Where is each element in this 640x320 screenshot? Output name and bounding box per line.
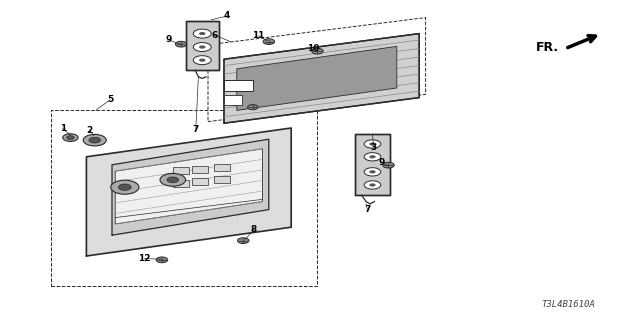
Circle shape bbox=[248, 105, 258, 110]
Polygon shape bbox=[112, 139, 269, 235]
Text: 9: 9 bbox=[165, 35, 172, 44]
Text: 9: 9 bbox=[379, 158, 385, 167]
Bar bbox=[224, 80, 253, 91]
Bar bbox=[192, 178, 208, 185]
Polygon shape bbox=[224, 34, 419, 123]
Circle shape bbox=[193, 43, 211, 52]
Bar bbox=[224, 95, 242, 105]
Circle shape bbox=[83, 134, 106, 146]
Circle shape bbox=[312, 48, 323, 54]
Circle shape bbox=[364, 140, 381, 148]
Circle shape bbox=[89, 137, 100, 143]
Text: 12: 12 bbox=[138, 254, 151, 263]
Circle shape bbox=[193, 56, 211, 65]
Text: 11: 11 bbox=[252, 31, 265, 40]
Circle shape bbox=[67, 136, 74, 140]
Polygon shape bbox=[115, 149, 262, 224]
Text: 8: 8 bbox=[251, 225, 257, 234]
Circle shape bbox=[383, 162, 394, 168]
Circle shape bbox=[369, 170, 376, 173]
Text: 2: 2 bbox=[86, 126, 93, 135]
Circle shape bbox=[167, 177, 179, 183]
Text: 7: 7 bbox=[364, 205, 371, 214]
Circle shape bbox=[63, 134, 78, 141]
Bar bbox=[192, 166, 208, 173]
Circle shape bbox=[160, 173, 186, 186]
Circle shape bbox=[364, 181, 381, 189]
Circle shape bbox=[111, 180, 139, 194]
Text: 5: 5 bbox=[107, 95, 113, 104]
Circle shape bbox=[364, 168, 381, 176]
Circle shape bbox=[364, 153, 381, 161]
Text: 1: 1 bbox=[60, 124, 66, 133]
Circle shape bbox=[369, 142, 376, 146]
Circle shape bbox=[263, 39, 275, 44]
Text: 3: 3 bbox=[371, 143, 377, 152]
Circle shape bbox=[118, 184, 131, 190]
Text: 6: 6 bbox=[212, 31, 218, 40]
Circle shape bbox=[199, 45, 205, 49]
Circle shape bbox=[369, 183, 376, 187]
Bar bbox=[214, 164, 230, 171]
Polygon shape bbox=[86, 128, 291, 256]
Circle shape bbox=[199, 32, 205, 35]
Circle shape bbox=[237, 238, 249, 244]
Bar bbox=[173, 167, 189, 174]
Circle shape bbox=[199, 59, 205, 62]
Bar bbox=[214, 176, 230, 183]
Circle shape bbox=[175, 41, 187, 47]
Circle shape bbox=[193, 29, 211, 38]
Polygon shape bbox=[186, 21, 219, 70]
Circle shape bbox=[156, 257, 168, 263]
Text: 4: 4 bbox=[224, 12, 230, 20]
Circle shape bbox=[369, 155, 376, 158]
Text: FR.: FR. bbox=[536, 41, 559, 54]
Bar bbox=[173, 180, 189, 187]
Text: 7: 7 bbox=[193, 125, 199, 134]
Text: T3L4B1610A: T3L4B1610A bbox=[541, 300, 595, 309]
Text: 10: 10 bbox=[307, 44, 320, 53]
Polygon shape bbox=[237, 46, 397, 110]
Polygon shape bbox=[355, 134, 390, 195]
